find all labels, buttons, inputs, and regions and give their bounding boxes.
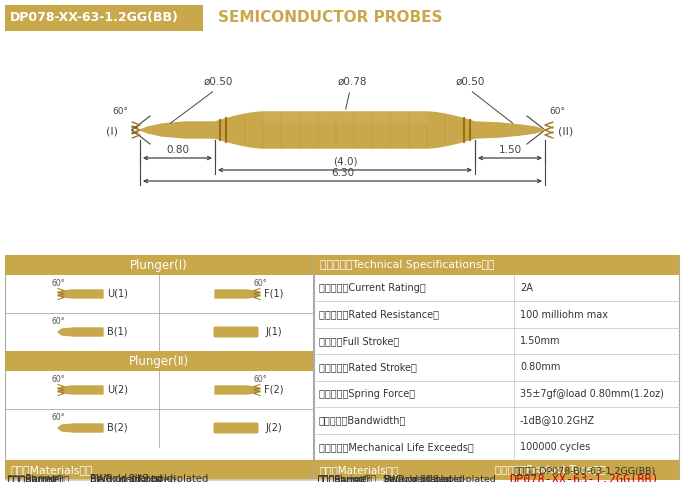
Text: 满行程（Full Stroke）: 满行程（Full Stroke） [319, 336, 399, 346]
Text: 测试寿命（Mechanical Life Exceeds）: 测试寿命（Mechanical Life Exceeds） [319, 442, 474, 452]
Text: U(1): U(1) [107, 289, 128, 299]
Text: SWP or SUS,gold-plated: SWP or SUS,gold-plated [383, 475, 496, 482]
Text: 针头（Plunger）: 针头（Plunger） [318, 475, 378, 482]
FancyBboxPatch shape [490, 460, 679, 479]
Text: 35±7gf@load 0.80mm(1.2oz): 35±7gf@load 0.80mm(1.2oz) [520, 389, 664, 399]
Text: 6.30: 6.30 [331, 168, 354, 178]
Text: 频率带宽（Bandwidth）: 频率带宽（Bandwidth） [319, 415, 406, 425]
Text: ø0.50: ø0.50 [456, 77, 485, 87]
Text: 0.80: 0.80 [166, 145, 189, 155]
Text: DP078-XX-63-1.2GG(BB): DP078-XX-63-1.2GG(BB) [510, 473, 659, 482]
Text: 针管（Barrel）: 针管（Barrel） [318, 475, 369, 482]
Text: 材质（Materials）：: 材质（Materials）： [10, 465, 92, 475]
Text: SWP or SUS,gold-plated: SWP or SUS,gold-plated [90, 474, 209, 482]
Polygon shape [215, 112, 475, 148]
Text: 100000 cycles: 100000 cycles [520, 442, 590, 452]
Text: 订购举例:DP078-BU-63-1.2GG(BB): 订购举例:DP078-BU-63-1.2GG(BB) [514, 467, 656, 476]
Text: 额定电阻（Rated Resistance）: 额定电阻（Rated Resistance） [319, 309, 439, 320]
Text: 60°: 60° [52, 413, 66, 422]
Polygon shape [262, 112, 428, 122]
Text: Plunger(Ⅰ): Plunger(Ⅰ) [130, 258, 188, 271]
FancyBboxPatch shape [5, 460, 313, 479]
FancyBboxPatch shape [213, 326, 259, 337]
FancyBboxPatch shape [314, 255, 679, 275]
Text: 60°: 60° [52, 317, 66, 326]
Text: -1dB@10.2GHZ: -1dB@10.2GHZ [520, 415, 595, 425]
FancyBboxPatch shape [5, 255, 313, 275]
Text: 60°: 60° [549, 107, 565, 116]
Text: 2A: 2A [520, 283, 533, 293]
FancyBboxPatch shape [5, 255, 313, 460]
Polygon shape [58, 386, 103, 394]
FancyBboxPatch shape [5, 351, 313, 371]
Text: J(2): J(2) [265, 423, 282, 433]
FancyBboxPatch shape [213, 423, 259, 433]
Text: ø0.78: ø0.78 [337, 77, 367, 87]
Text: 60°: 60° [254, 279, 267, 288]
Text: 针管（Barrel）: 针管（Barrel） [8, 474, 62, 482]
Text: 弹簧（Spring）: 弹簧（Spring） [318, 475, 371, 482]
Text: (4.0): (4.0) [332, 157, 357, 167]
Text: ø0.50: ø0.50 [203, 77, 233, 87]
Text: BeCu,gold-plated: BeCu,gold-plated [90, 475, 176, 482]
Text: BeCu,gold-plated: BeCu,gold-plated [383, 475, 464, 482]
FancyBboxPatch shape [314, 460, 490, 480]
Text: DP078-XX-63-1.2GG(BB): DP078-XX-63-1.2GG(BB) [10, 12, 179, 25]
Polygon shape [58, 290, 103, 298]
Text: (II): (II) [558, 126, 573, 136]
Text: SEMICONDUCTOR PROBES: SEMICONDUCTOR PROBES [218, 11, 443, 26]
Text: 1.50: 1.50 [499, 145, 522, 155]
FancyBboxPatch shape [314, 255, 679, 460]
FancyBboxPatch shape [5, 460, 313, 480]
Text: Plunger(Ⅱ): Plunger(Ⅱ) [129, 354, 189, 367]
Text: (I): (I) [106, 126, 118, 136]
Text: 1.50mm: 1.50mm [520, 336, 560, 346]
Text: 额定行程（Rated Stroke）: 额定行程（Rated Stroke） [319, 362, 417, 373]
Text: 材质（Materials）：: 材质（Materials）： [319, 465, 398, 475]
Text: F(2): F(2) [264, 385, 283, 395]
Polygon shape [215, 386, 260, 394]
Text: 针头（Plunger）: 针头（Plunger） [8, 475, 70, 482]
Polygon shape [58, 424, 103, 432]
Polygon shape [140, 122, 215, 138]
Text: B(1): B(1) [107, 327, 127, 337]
Text: 技术要求（Technical Specifications）：: 技术要求（Technical Specifications）： [320, 260, 495, 270]
Text: Ph,gold-plated: Ph,gold-plated [90, 474, 162, 482]
Polygon shape [475, 122, 545, 138]
FancyBboxPatch shape [5, 5, 203, 31]
Text: 额定电流（Current Rating）: 额定电流（Current Rating） [319, 283, 425, 293]
Text: F(1): F(1) [264, 289, 283, 299]
Text: 60°: 60° [254, 375, 267, 384]
Text: Ph,gold-plated: Ph,gold-plated [383, 475, 451, 482]
Text: U(2): U(2) [107, 385, 128, 395]
Text: 60°: 60° [52, 279, 66, 288]
Text: 额定弹力（Spring Force）: 额定弹力（Spring Force） [319, 389, 415, 399]
FancyBboxPatch shape [490, 460, 679, 480]
Text: 弹簧（Spring）: 弹簧（Spring） [8, 474, 64, 482]
Text: 60°: 60° [112, 107, 128, 116]
Text: 0.80mm: 0.80mm [520, 362, 560, 373]
Text: 100 milliohm max: 100 milliohm max [520, 309, 608, 320]
Polygon shape [58, 328, 103, 336]
Text: J(1): J(1) [265, 327, 282, 337]
Text: 成品型号（Product Type）：: 成品型号（Product Type）： [495, 465, 605, 475]
FancyBboxPatch shape [314, 460, 490, 479]
Polygon shape [215, 290, 260, 298]
Text: 60°: 60° [52, 375, 66, 384]
Text: B(2): B(2) [107, 423, 128, 433]
